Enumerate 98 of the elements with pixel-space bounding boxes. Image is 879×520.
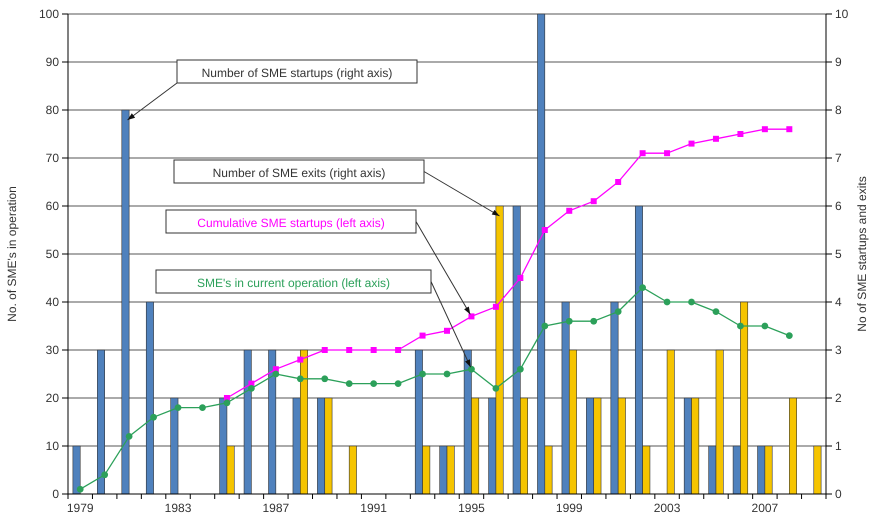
point — [321, 375, 328, 382]
text: Cumulative SME startups (left axis) — [197, 216, 385, 230]
point — [150, 414, 157, 421]
point — [664, 150, 670, 156]
point — [468, 313, 474, 320]
point — [394, 380, 402, 387]
y-axis-title: No. of SME's in operation — [5, 186, 19, 322]
y-tick-label: 50 — [46, 246, 60, 261]
point — [370, 347, 377, 353]
point — [639, 284, 646, 291]
y-tick-label: 80 — [46, 102, 60, 117]
y-tick-label: 0 — [52, 486, 60, 501]
point — [712, 136, 719, 142]
point — [297, 356, 304, 363]
x-tick-label: 1987 — [262, 501, 290, 515]
bar — [789, 398, 797, 494]
y2-tick-label: 10 — [835, 6, 849, 21]
y2-tick-label: 4 — [835, 294, 842, 309]
y-tick-label: 30 — [46, 342, 60, 357]
y2-tick-label: 0 — [835, 486, 842, 501]
x-tick-label: 1999 — [556, 501, 583, 515]
point — [346, 380, 353, 387]
point — [126, 433, 133, 440]
y2-tick-label: 1 — [835, 438, 842, 453]
point — [420, 332, 426, 339]
y2-tick-label: 3 — [835, 342, 842, 357]
point — [492, 304, 499, 310]
point — [517, 275, 524, 281]
y2-tick-label: 9 — [835, 54, 842, 69]
bar — [97, 350, 105, 494]
point — [688, 298, 695, 306]
point — [370, 380, 378, 387]
y-tick-label: 100 — [38, 6, 60, 21]
point — [174, 404, 182, 411]
text: SME's in current operation (left axis) — [196, 276, 390, 290]
x-tick-label: 1995 — [458, 501, 486, 515]
point — [737, 322, 744, 330]
point — [76, 486, 84, 493]
point — [248, 385, 255, 392]
bar — [666, 350, 675, 494]
point — [468, 366, 475, 373]
y2-tick-label: 2 — [835, 390, 842, 405]
x-tick-label: 2007 — [752, 501, 779, 515]
point — [224, 399, 230, 406]
point — [761, 322, 768, 330]
text: Number of SME exits (right axis) — [212, 166, 386, 180]
point — [786, 126, 792, 132]
point — [542, 227, 548, 233]
point — [101, 471, 108, 478]
bar — [244, 350, 252, 494]
point — [272, 370, 280, 378]
point — [688, 140, 695, 147]
y2-tick-label: 5 — [835, 246, 842, 261]
point — [516, 366, 524, 373]
y-tick-label: 90 — [46, 54, 60, 69]
point — [614, 308, 622, 315]
point — [664, 298, 670, 306]
y2-tick-label: 6 — [835, 198, 842, 213]
x-tick-label: 1991 — [360, 501, 388, 515]
point — [419, 370, 426, 378]
bar — [348, 446, 357, 494]
y2-axis-title: No of SME startups and exits — [855, 176, 869, 332]
point — [737, 131, 744, 137]
point — [566, 208, 572, 214]
x-tick-label: 2003 — [654, 501, 681, 515]
bar — [72, 446, 81, 494]
point — [322, 347, 328, 353]
x-tick-label: 1983 — [164, 501, 192, 515]
bar — [170, 398, 178, 494]
point — [590, 198, 597, 204]
point — [444, 370, 450, 378]
y-tick-label: 10 — [46, 438, 60, 453]
bar — [121, 110, 130, 494]
point — [615, 179, 622, 185]
point — [786, 332, 793, 339]
point — [296, 375, 304, 382]
point — [712, 308, 720, 315]
point — [566, 318, 573, 325]
text: Number of SME startups (right axis) — [202, 66, 392, 80]
bar — [813, 446, 822, 494]
point — [444, 328, 450, 334]
x-tick-label: 1979 — [66, 501, 94, 515]
y2-tick-label: 8 — [835, 102, 842, 117]
point — [590, 318, 598, 325]
bar — [146, 302, 154, 494]
bar — [268, 350, 276, 494]
point — [395, 347, 402, 353]
y-tick-label: 40 — [46, 294, 60, 309]
point — [346, 347, 352, 353]
point — [640, 150, 646, 156]
y-tick-label: 20 — [46, 390, 60, 405]
y-tick-label: 70 — [46, 150, 60, 165]
y-tick-label: 60 — [46, 198, 60, 213]
y2-tick-label: 7 — [835, 150, 842, 165]
point — [541, 322, 548, 330]
point — [199, 404, 206, 411]
point — [492, 385, 500, 392]
point — [762, 126, 768, 132]
